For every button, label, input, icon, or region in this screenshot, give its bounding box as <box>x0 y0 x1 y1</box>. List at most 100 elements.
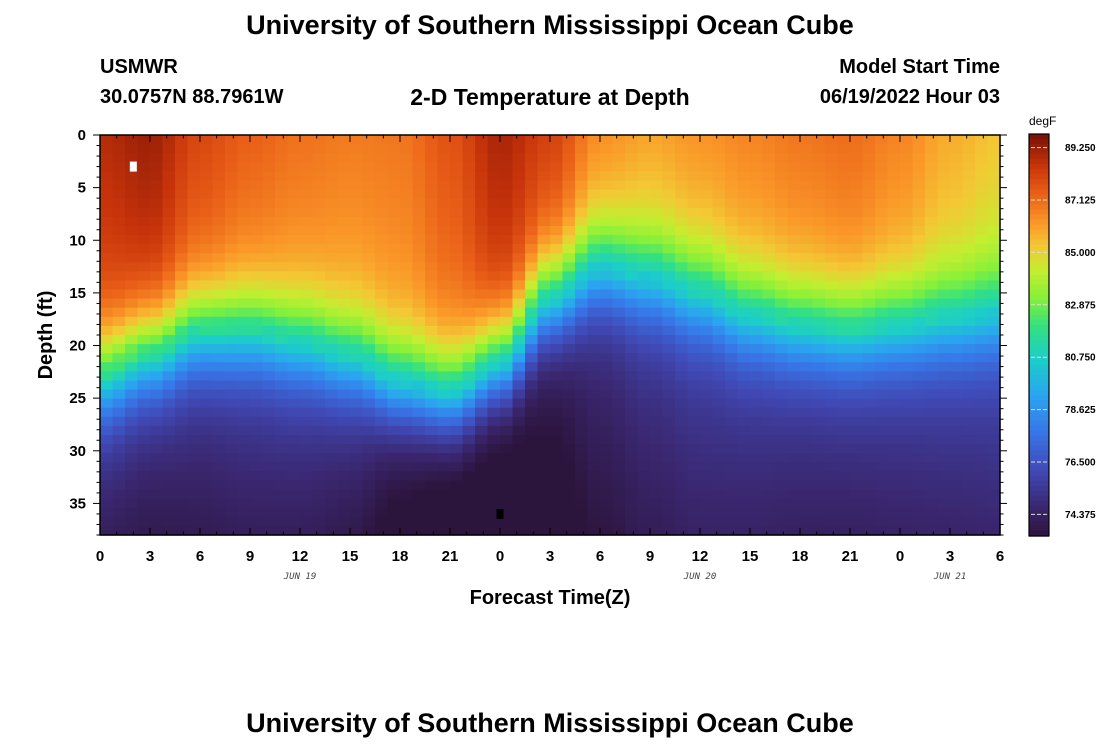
heatmap-cell <box>125 389 139 400</box>
heatmap-cell <box>825 135 839 145</box>
heatmap-cell <box>600 425 614 436</box>
heatmap-cell <box>900 262 914 272</box>
heatmap-cell <box>375 189 389 200</box>
heatmap-cell <box>800 444 814 454</box>
heatmap-cell <box>112 398 126 409</box>
heatmap-cell <box>725 280 739 291</box>
heatmap-cell <box>825 471 839 482</box>
heatmap-cell <box>412 425 426 436</box>
heatmap-cell <box>787 280 801 291</box>
heatmap-cell <box>525 507 539 518</box>
heatmap-cell <box>887 425 901 436</box>
heatmap-cell <box>175 244 189 254</box>
heatmap-cell <box>562 216 576 227</box>
heatmap-cell <box>962 353 976 363</box>
heatmap-cell <box>425 189 439 200</box>
heatmap-cell <box>525 162 539 172</box>
heatmap-cell <box>962 271 976 282</box>
heatmap-cell <box>237 253 251 263</box>
heatmap-cell <box>362 362 376 372</box>
heatmap-cell <box>812 171 826 182</box>
heatmap-cell <box>700 453 714 463</box>
heatmap-cell <box>525 389 539 400</box>
heatmap-cell <box>700 235 714 245</box>
heatmap-cell <box>400 135 414 145</box>
heatmap-cell <box>337 371 351 382</box>
heatmap-cell <box>637 207 651 218</box>
heatmap-cell <box>475 153 489 163</box>
heatmap-cell <box>925 262 939 272</box>
heatmap-cell <box>275 480 289 491</box>
heatmap-cell <box>275 271 289 282</box>
heatmap-cell <box>550 389 564 400</box>
heatmap-cell <box>737 480 751 491</box>
heatmap-cell <box>100 353 114 363</box>
heatmap-cell <box>487 498 501 509</box>
heatmap-cell <box>875 344 889 354</box>
heatmap-cell <box>562 525 576 536</box>
heatmap-cell <box>562 416 576 427</box>
heatmap-cell <box>725 380 739 391</box>
heatmap-cell <box>975 307 989 318</box>
heatmap-cell <box>137 507 151 518</box>
heatmap-cell <box>450 135 464 145</box>
heatmap-cell <box>437 453 451 463</box>
heatmap-cell <box>975 235 989 245</box>
heatmap-cell <box>987 525 1001 536</box>
heatmap-cell <box>362 262 376 272</box>
heatmap-cell <box>337 453 351 463</box>
heatmap-cell <box>737 171 751 182</box>
heatmap-cell <box>525 380 539 391</box>
heatmap-cell <box>725 144 739 154</box>
heatmap-cell <box>512 480 526 491</box>
heatmap-cell <box>575 162 589 172</box>
colorbar-segment <box>1029 304 1049 311</box>
heatmap-cell <box>687 335 701 345</box>
heatmap-cell <box>950 153 964 163</box>
heatmap-cell <box>175 335 189 345</box>
heatmap-cell <box>450 198 464 209</box>
heatmap-cell <box>725 189 739 200</box>
heatmap-cell <box>225 135 239 145</box>
heatmap-cell <box>800 435 814 445</box>
heatmap-cell <box>625 516 639 527</box>
heatmap-cell <box>400 244 414 254</box>
heatmap-cell <box>100 462 114 472</box>
heatmap-cell <box>912 489 926 500</box>
heatmap-cell <box>387 307 401 318</box>
heatmap-cell <box>962 407 976 418</box>
heatmap-cell <box>437 316 451 327</box>
heatmap-cell <box>675 435 689 445</box>
heatmap-cell <box>125 225 139 236</box>
heatmap-cell <box>287 416 301 427</box>
heatmap-cell <box>800 353 814 363</box>
heatmap-cell <box>925 480 939 491</box>
heatmap-cell <box>862 244 876 254</box>
heatmap-cell <box>625 353 639 363</box>
heatmap-cell <box>137 480 151 491</box>
heatmap-cell <box>900 271 914 282</box>
heatmap-cell <box>837 380 851 391</box>
heatmap-cell <box>637 244 651 254</box>
heatmap-cell <box>612 471 626 482</box>
heatmap-cell <box>875 298 889 309</box>
colorbar-segment <box>1029 455 1049 462</box>
heatmap-cell <box>950 471 964 482</box>
heatmap-cell <box>337 480 351 491</box>
heatmap-cell <box>237 489 251 500</box>
heatmap-cell <box>625 335 639 345</box>
heatmap-cell <box>675 480 689 491</box>
heatmap-cell <box>487 507 501 518</box>
heatmap-cell <box>512 253 526 263</box>
heatmap-cell <box>925 316 939 327</box>
heatmap-cell <box>462 189 476 200</box>
heatmap-cell <box>900 180 914 191</box>
colorbar-segment <box>1029 410 1049 417</box>
heatmap-cell <box>662 225 676 236</box>
heatmap-cell <box>875 453 889 463</box>
heatmap-cell <box>375 298 389 309</box>
heatmap-cell <box>300 307 314 318</box>
heatmap-cell <box>262 307 276 318</box>
heatmap-cell <box>675 371 689 382</box>
heatmap-cell <box>700 407 714 418</box>
